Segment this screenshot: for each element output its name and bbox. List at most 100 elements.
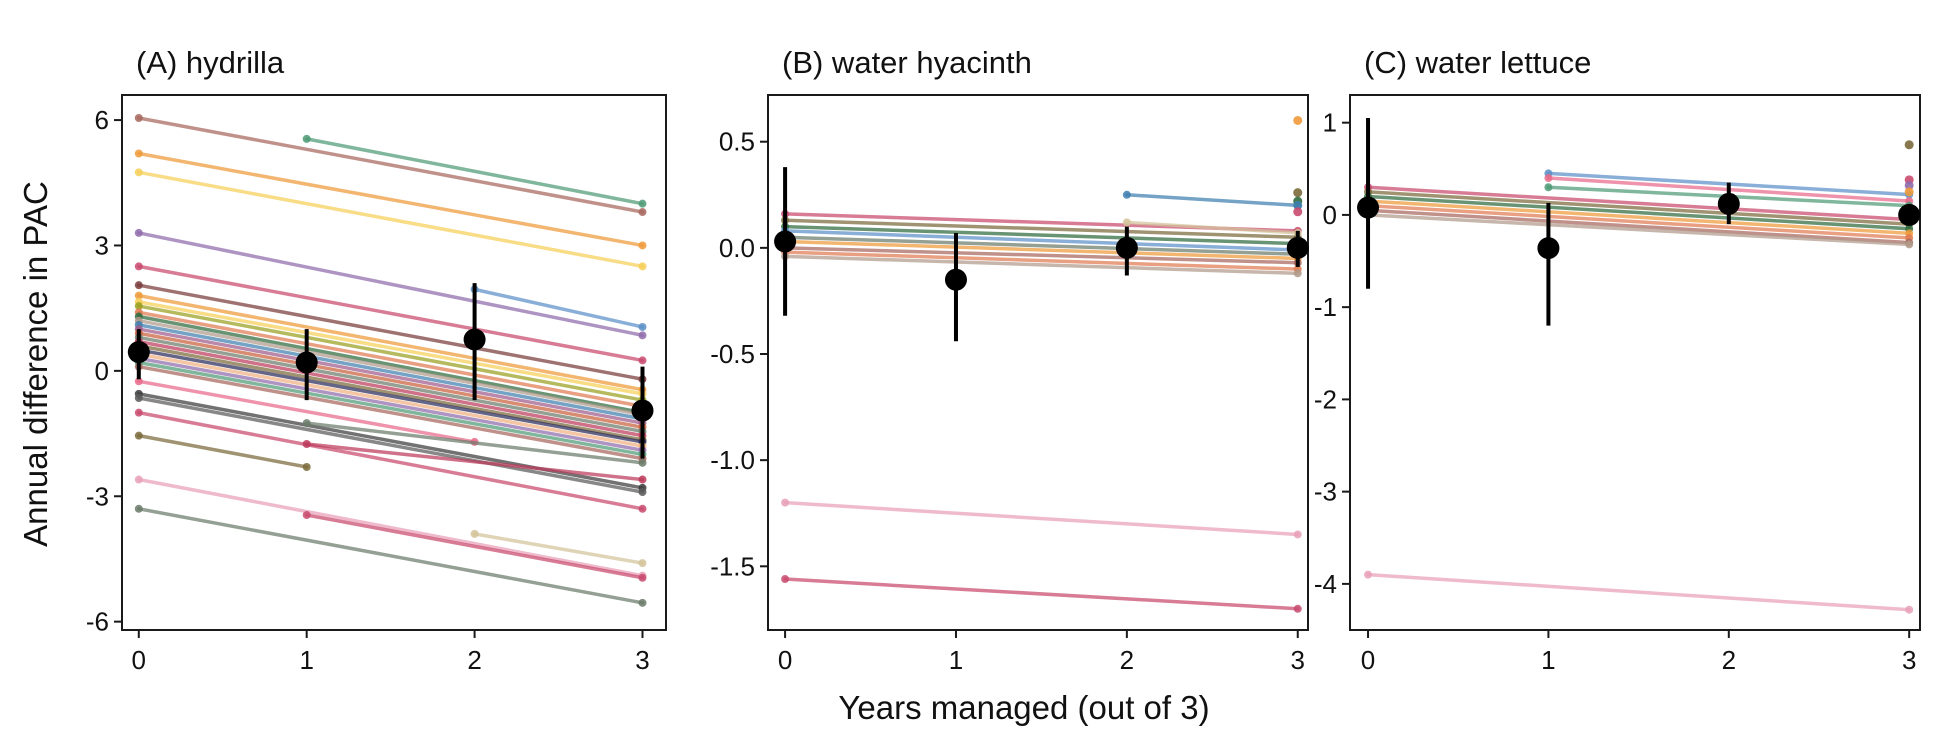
series-line — [137, 264, 645, 363]
series-line — [472, 532, 645, 565]
mean-point — [1286, 236, 1309, 259]
panel-title: (A) hydrilla — [136, 45, 285, 80]
x-tick-label: 3 — [1291, 645, 1305, 675]
y-tick-label: 1 — [1323, 108, 1337, 138]
panel-2: (C) water lettuce 1 0 -1 -2 -3 -4 0 1 2 3 — [1314, 45, 1921, 675]
series-line — [1125, 220, 1300, 235]
series-line — [304, 421, 645, 465]
mean-point — [1357, 196, 1380, 219]
series-line — [1366, 208, 1911, 245]
series-point — [302, 511, 311, 520]
series-point — [638, 262, 647, 271]
x-tick-label: 0 — [132, 645, 146, 675]
series-line — [137, 507, 645, 605]
series-point — [134, 431, 143, 440]
data-point — [1904, 140, 1914, 150]
series-point — [1544, 174, 1553, 183]
data-point — [1293, 200, 1303, 210]
x-tick-label: 3 — [635, 645, 649, 675]
data-point — [1904, 180, 1914, 190]
y-tick-label: -6 — [86, 607, 109, 637]
series-point — [1293, 269, 1302, 278]
series-point — [134, 113, 143, 122]
series-point — [638, 504, 647, 513]
series-point — [638, 208, 647, 217]
series-point — [638, 356, 647, 365]
mean-point — [295, 351, 318, 374]
series-point — [638, 559, 647, 568]
series-point — [1905, 240, 1914, 249]
series-point — [134, 394, 143, 403]
series-line — [1125, 193, 1300, 208]
series-line — [137, 151, 645, 248]
y-tick-label: 0 — [95, 356, 109, 386]
series-line — [304, 442, 645, 482]
y-axis-title: Annual difference in PAC — [17, 181, 54, 547]
y-tick-label: 6 — [95, 105, 109, 135]
series-line — [137, 348, 645, 444]
series-line — [137, 327, 645, 425]
y-tick-label: -1.0 — [710, 445, 755, 475]
data-point — [1904, 187, 1914, 197]
y-tick-label: -1 — [1314, 292, 1337, 322]
mean-point — [944, 268, 967, 291]
series-point — [302, 462, 311, 471]
series-line — [1366, 194, 1911, 231]
series-line — [137, 304, 645, 402]
series-line — [1366, 572, 1911, 612]
series-line — [137, 116, 645, 214]
series-line — [783, 246, 1300, 265]
x-tick-label: 0 — [778, 645, 792, 675]
series-point — [134, 302, 143, 311]
series-line — [783, 250, 1300, 271]
series-line — [137, 477, 645, 578]
series-line — [137, 170, 645, 269]
data-point — [1293, 188, 1303, 198]
series-group — [1364, 140, 1914, 614]
series-point — [638, 331, 647, 340]
mean-point — [127, 341, 150, 364]
series-point — [638, 488, 647, 497]
mean-point — [1717, 192, 1740, 215]
x-axis-title: Years managed (out of 3) — [838, 689, 1209, 726]
series-point — [134, 168, 143, 177]
panel-frame — [1349, 94, 1921, 631]
series-line — [783, 254, 1300, 276]
series-point — [134, 408, 143, 417]
series-point — [1293, 530, 1302, 539]
mean-point — [1537, 237, 1560, 260]
series-line — [137, 283, 645, 381]
series-line — [137, 344, 645, 442]
series-line — [137, 314, 645, 415]
x-tick-label: 2 — [1722, 645, 1736, 675]
series-point — [134, 504, 143, 513]
y-tick-label: -0.5 — [710, 339, 755, 369]
x-tick-label: 1 — [299, 645, 313, 675]
y-tick-label: -4 — [1314, 569, 1337, 599]
mean-point — [774, 230, 797, 253]
series-line — [137, 310, 645, 409]
panel-0: (A) hydrilla 6 3 0 -3 -6 0 1 2 3 — [86, 45, 667, 675]
y-tick-label: 0.0 — [719, 233, 755, 263]
series-line — [137, 331, 645, 430]
series-line — [137, 356, 645, 453]
x-tick-label: 3 — [1902, 645, 1916, 675]
series-line — [472, 287, 645, 329]
series-point — [638, 475, 647, 484]
series-point — [781, 498, 790, 507]
panel-1: (B) water hyacinth 0.5 0.0 -0.5 -1.0 -1.5 0 1 2 3 — [710, 45, 1309, 675]
series-line — [137, 231, 645, 338]
series-line — [137, 410, 645, 511]
series-line — [137, 293, 645, 392]
series-line — [137, 352, 645, 448]
x-tick-label: 0 — [1361, 645, 1375, 675]
series-point — [134, 149, 143, 158]
series-point — [134, 377, 143, 386]
series-line — [1366, 213, 1911, 247]
panel-title: (B) water hyacinth — [782, 45, 1032, 80]
panel-title: (C) water lettuce — [1364, 45, 1591, 80]
series-point — [1293, 604, 1302, 613]
series-line — [1366, 185, 1911, 222]
